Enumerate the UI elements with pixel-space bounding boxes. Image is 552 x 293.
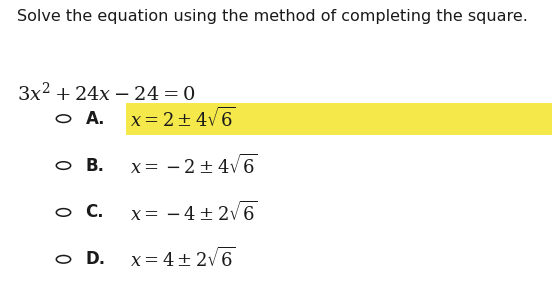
FancyBboxPatch shape bbox=[126, 103, 552, 135]
Text: $3x^2 + 24x - 24 = 0$: $3x^2 + 24x - 24 = 0$ bbox=[17, 82, 195, 105]
Text: $x = -2 \pm 4\sqrt{6}$: $x = -2 \pm 4\sqrt{6}$ bbox=[130, 154, 257, 178]
Text: $x = 2 \pm 4\sqrt{6}$: $x = 2 \pm 4\sqrt{6}$ bbox=[130, 107, 236, 131]
Text: B.: B. bbox=[86, 156, 104, 175]
Text: A.: A. bbox=[86, 110, 105, 128]
Text: D.: D. bbox=[86, 250, 105, 268]
Text: C.: C. bbox=[86, 203, 104, 222]
Text: Solve the equation using the method of completing the square.: Solve the equation using the method of c… bbox=[17, 9, 527, 24]
Text: $x = -4 \pm 2\sqrt{6}$: $x = -4 \pm 2\sqrt{6}$ bbox=[130, 200, 257, 224]
Text: $x = 4 \pm 2\sqrt{6}$: $x = 4 \pm 2\sqrt{6}$ bbox=[130, 247, 236, 271]
